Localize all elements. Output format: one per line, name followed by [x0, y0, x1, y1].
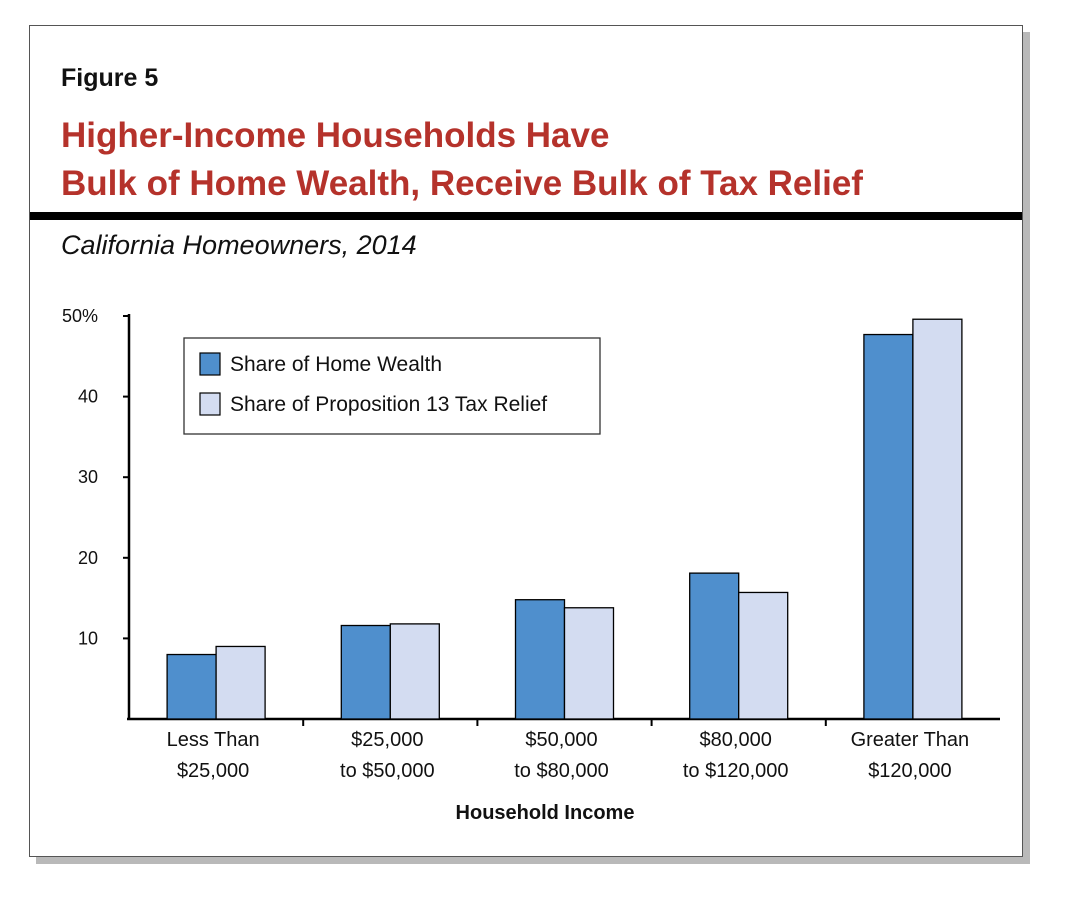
bar-tax-relief [389, 623, 440, 720]
x-tick-label: $80,000 [700, 729, 772, 751]
x-tick-label: to $50,000 [340, 760, 435, 782]
title-rule [30, 212, 1022, 220]
bar-tax-relief [215, 645, 266, 720]
legend-swatch-home-wealth [199, 352, 221, 376]
legend-label-home-wealth: Share of Home Wealth [230, 353, 442, 376]
bar-home-wealth [689, 572, 740, 720]
bar-home-wealth [863, 333, 914, 720]
x-tick-label: Greater Than [851, 729, 970, 751]
legend-box [183, 337, 601, 435]
x-tick-label: $25,000 [177, 760, 249, 782]
bar-tax-relief [738, 591, 789, 720]
y-tick-label: 40 [78, 387, 98, 407]
bar-tax-relief [912, 318, 963, 720]
y-tick-label: 20 [78, 548, 98, 568]
bar-home-wealth [166, 653, 217, 720]
x-axis-title: Household Income [456, 802, 635, 824]
x-tick-label: to $120,000 [683, 760, 789, 782]
x-tick-label: Less Than [167, 729, 260, 751]
x-tick-label: $120,000 [868, 760, 951, 782]
x-tick-label: to $80,000 [514, 760, 609, 782]
y-tick-label: 30 [78, 467, 98, 487]
y-tick-label: 50% [62, 306, 98, 326]
bar-tax-relief [563, 607, 615, 720]
x-tick-label: $50,000 [525, 729, 597, 751]
figure-title-line-2: Bulk of Home Wealth, Receive Bulk of Tax… [61, 164, 863, 203]
bar-home-wealth [514, 599, 566, 720]
figure-subtitle: California Homeowners, 2014 [61, 230, 417, 260]
figure-frame: Figure 5 Higher-Income Households Have B… [29, 25, 1023, 857]
figure-title-line-1: Higher-Income Households Have [61, 116, 610, 155]
legend-swatch-tax-relief [199, 392, 221, 416]
bar-chart: 10 20 30 40 50% Less Than $25,000 $25,000 to $50… [62, 306, 1000, 824]
figure-label: Figure 5 [61, 64, 159, 92]
legend-label-tax-relief: Share of Proposition 13 Tax Relief [230, 393, 547, 416]
figure-title: Higher-Income Households Have Bulk of Ho… [61, 112, 1001, 208]
y-tick-label: 10 [78, 628, 98, 648]
x-tick-label: $25,000 [351, 729, 423, 751]
bar-home-wealth [340, 624, 391, 720]
